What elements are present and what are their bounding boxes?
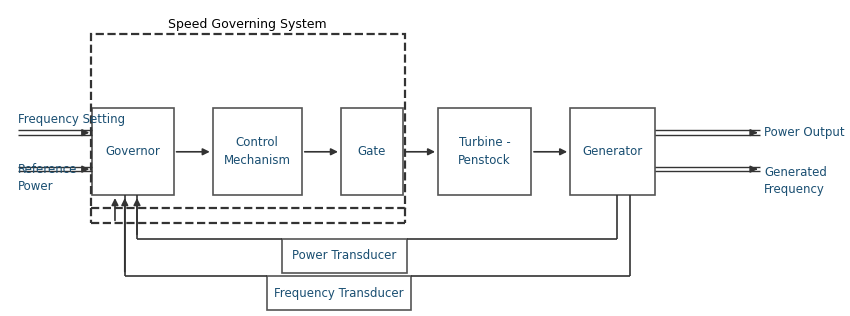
Bar xyxy=(341,108,403,195)
Text: Frequency Setting: Frequency Setting xyxy=(19,113,126,126)
Text: Governor: Governor xyxy=(105,145,161,158)
Bar xyxy=(91,34,405,208)
Bar xyxy=(438,108,531,195)
Text: Gate: Gate xyxy=(358,145,386,158)
Text: Frequency Transducer: Frequency Transducer xyxy=(274,287,404,300)
Bar xyxy=(92,108,173,195)
Text: Power Output: Power Output xyxy=(764,126,845,139)
Text: Generated
Frequency: Generated Frequency xyxy=(764,166,827,196)
Bar xyxy=(212,108,302,195)
Text: Control
Mechanism: Control Mechanism xyxy=(224,136,291,167)
Bar xyxy=(267,276,411,310)
Text: Generator: Generator xyxy=(582,145,643,158)
Text: Speed Governing System: Speed Governing System xyxy=(168,18,327,31)
Text: Reference
Power: Reference Power xyxy=(19,163,77,193)
Text: Turbine -
Penstock: Turbine - Penstock xyxy=(458,136,511,167)
Text: Power Transducer: Power Transducer xyxy=(292,249,397,262)
Bar xyxy=(570,108,655,195)
Bar xyxy=(282,239,407,273)
